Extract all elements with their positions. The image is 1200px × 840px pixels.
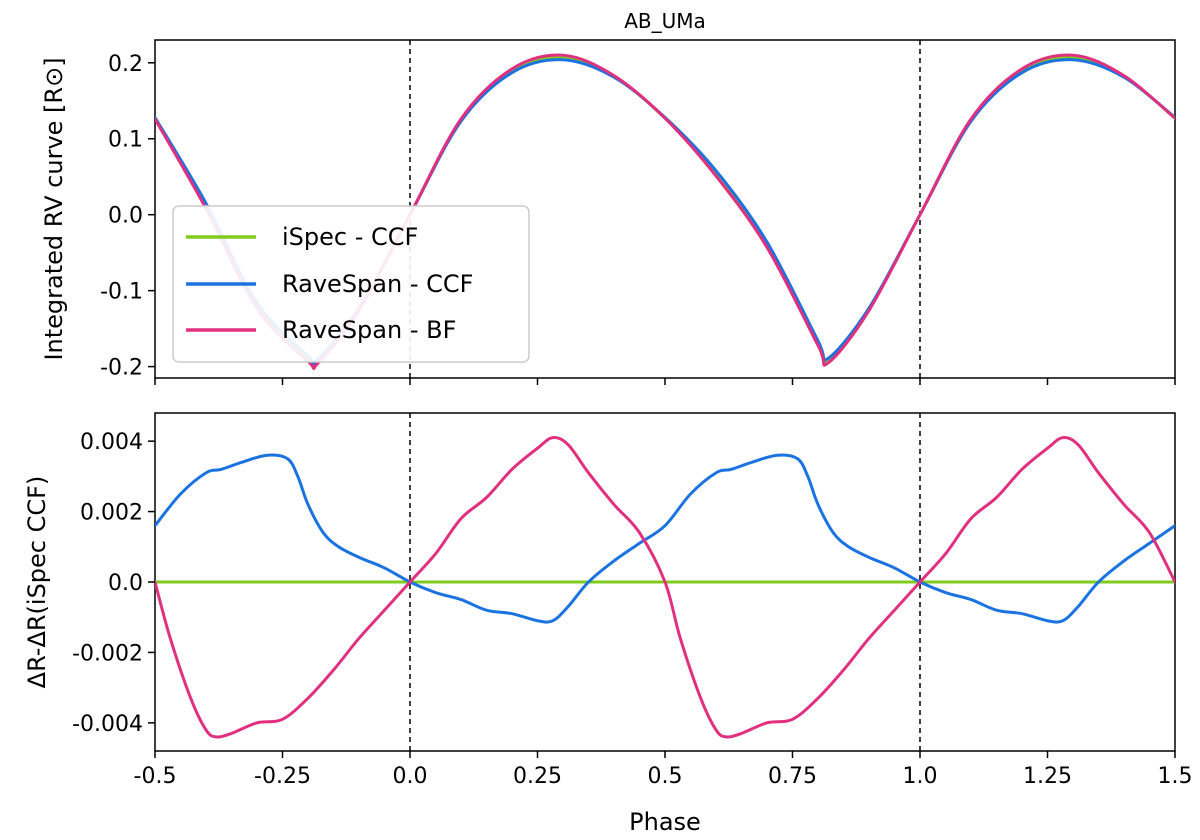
x-tick-label: 0.0 — [393, 764, 428, 789]
x-tick-label: 1.5 — [1158, 764, 1193, 789]
x-tick-label: 1.0 — [903, 764, 938, 789]
legend-label-ravespan-bf: RaveSpan - BF — [282, 316, 456, 344]
bottom-y-tick-label: 0.0 — [108, 571, 143, 596]
x-tick-label: -0.25 — [254, 764, 311, 789]
top-y-tick-label: -0.1 — [100, 280, 143, 305]
x-tick-label: 1.25 — [1023, 764, 1072, 789]
top-panel: AB_UMa Integrated RV curve [R⊙] 0.20.10.… — [40, 9, 1176, 385]
top-series-lines — [155, 53, 1175, 371]
x-tick-label: 0.75 — [768, 764, 817, 789]
bottom-y-tick-label: 0.004 — [80, 430, 143, 455]
bottom-y-tick-label: -0.002 — [72, 641, 143, 666]
bottom-panel: ΔR-ΔR(iSpec CCF) Phase 0.004 0.002 0.0 -0.0… — [23, 412, 1193, 836]
x-tick-label: -0.5 — [134, 764, 177, 789]
top-y-tick-label: -0.2 — [100, 356, 143, 381]
bottom-reference-lines — [409, 413, 921, 751]
x-tick-label: 0.5 — [648, 764, 683, 789]
top-y-ticks: 0.2 0.1 0.0 -0.1 -0.2 — [100, 52, 155, 381]
top-series-ravespan-bf — [155, 53, 1175, 371]
top-y-tick-label: 0.0 — [108, 204, 143, 229]
top-y-axis-title: Integrated RV curve [R⊙] — [40, 57, 68, 360]
top-y-tick-label: 0.1 — [108, 128, 143, 153]
bottom-y-tick-label: 0.002 — [80, 501, 143, 526]
bottom-series-lines — [155, 436, 1175, 739]
legend-box — [172, 205, 530, 363]
bottom-y-axis-title: ΔR-ΔR(iSpec CCF) — [23, 476, 51, 689]
bottom-series-ravespan-ccf — [155, 453, 1175, 624]
legend: iSpec - CCF RaveSpan - CCF RaveSpan - BF — [172, 205, 530, 363]
legend-label-ispec-ccf: iSpec - CCF — [282, 223, 418, 251]
bottom-y-ticks: 0.004 0.002 0.0 -0.002 -0.004 — [72, 430, 155, 737]
legend-label-ravespan-ccf: RaveSpan - CCF — [282, 270, 473, 298]
bottom-series-ravespan-bf — [155, 436, 1175, 739]
top-chart-title: AB_UMa — [624, 9, 706, 33]
x-tick-label: 0.25 — [513, 764, 562, 789]
x-axis-title: Phase — [629, 808, 701, 836]
bottom-y-tick-label: -0.004 — [72, 712, 143, 737]
top-x-ticks — [154, 378, 1176, 385]
bottom-x-ticks: -0.5 -0.25 0.0 0.25 0.5 0.75 1.0 1.25 1.5 — [134, 751, 1193, 789]
top-y-tick-label: 0.2 — [108, 52, 143, 77]
